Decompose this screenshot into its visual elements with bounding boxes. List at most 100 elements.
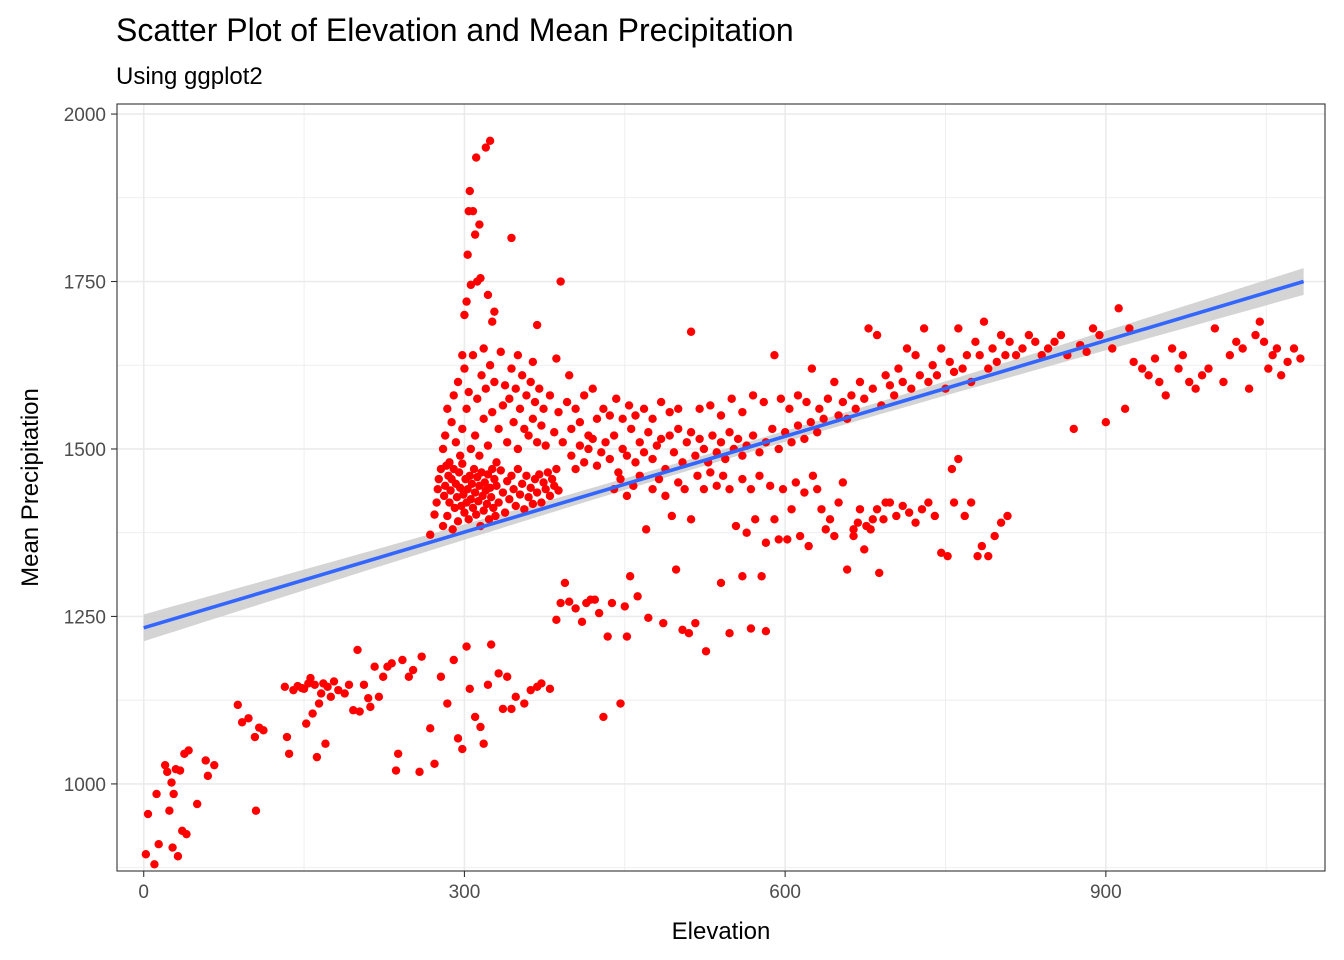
scatter-point — [462, 297, 471, 306]
scatter-point — [716, 438, 726, 447]
scatter-point — [251, 806, 261, 815]
scatter-point — [306, 673, 315, 683]
scatter-point — [458, 744, 467, 754]
scatter-point — [481, 143, 491, 152]
scatter-point — [443, 699, 452, 708]
scatter-point — [601, 438, 610, 447]
scatter-point — [452, 493, 462, 502]
scatter-point — [949, 367, 959, 377]
scatter-point — [996, 330, 1006, 340]
scatter-point — [455, 483, 465, 493]
scatter-point — [1003, 511, 1012, 521]
scatter-point — [830, 531, 839, 541]
scatter-point — [806, 417, 815, 427]
scatter-point — [528, 414, 538, 424]
scatter-point — [1082, 347, 1091, 357]
scatter-point — [665, 407, 674, 417]
scatter-point — [440, 431, 450, 440]
scatter-point — [1043, 344, 1053, 353]
scatter-point — [507, 704, 516, 714]
scatter-point — [1125, 324, 1134, 333]
scatter-point — [731, 521, 741, 531]
scatter-point — [517, 371, 527, 380]
scatter-point — [618, 414, 627, 424]
scatter-point — [648, 484, 657, 494]
scatter-point — [539, 478, 548, 487]
scatter-point — [477, 371, 486, 380]
scatter-point — [475, 451, 484, 460]
scatter-point — [545, 391, 555, 400]
scatter-point — [686, 327, 696, 336]
scatter-point — [656, 397, 666, 407]
scatter-point — [1088, 324, 1098, 333]
scatter-point — [1276, 371, 1286, 380]
scatter-point — [622, 491, 632, 501]
scatter-point — [834, 498, 843, 507]
scatter-point — [590, 595, 600, 604]
scatter-point — [314, 699, 324, 708]
scatter-point — [738, 474, 747, 484]
scatter-point — [565, 371, 574, 380]
scatter-point — [695, 434, 704, 444]
scatter-point — [524, 431, 533, 440]
scatter-point — [592, 461, 602, 470]
scatter-point — [727, 394, 736, 403]
scatter-point — [526, 685, 535, 695]
scatter-point — [930, 511, 940, 521]
scatter-point — [855, 377, 865, 387]
scatter-point — [513, 464, 523, 474]
scatter-point — [489, 503, 498, 513]
scatter-point — [962, 351, 972, 360]
scatter-point — [387, 659, 396, 668]
scatter-point — [1264, 364, 1273, 373]
scatter-point — [868, 384, 877, 393]
scatter-point — [505, 495, 514, 504]
scatter-point — [579, 391, 589, 400]
scatter-point — [1161, 391, 1170, 400]
scatter-point — [436, 672, 446, 681]
scatter-point — [326, 692, 336, 702]
chart-subtitle: Using ggplot2 — [116, 63, 263, 90]
scatter-point — [644, 613, 653, 622]
scatter-point — [543, 468, 553, 477]
scatter-point — [783, 535, 792, 544]
scatter-point — [430, 759, 439, 769]
scatter-point — [1011, 351, 1021, 360]
scatter-point — [528, 357, 538, 367]
scatter-point — [802, 397, 811, 407]
scatter-point — [791, 478, 801, 487]
scatter-point — [800, 434, 809, 444]
scatter-point — [571, 464, 580, 474]
scatter-point — [851, 404, 860, 413]
scatter-point — [1197, 371, 1207, 380]
scatter-point — [641, 525, 651, 534]
scatter-point — [725, 484, 734, 494]
scatter-point — [308, 709, 317, 718]
scatter-point — [755, 448, 764, 457]
scatter-point — [1005, 337, 1014, 346]
scatter-point — [507, 233, 516, 243]
scatter-point — [849, 525, 858, 534]
scatter-point — [849, 531, 858, 541]
x-tick-label: 900 — [1090, 882, 1122, 903]
scatter-point — [652, 441, 662, 450]
scatter-point — [603, 632, 612, 641]
scatter-point — [507, 471, 516, 480]
scatter-point — [768, 424, 777, 434]
scatter-point — [627, 424, 636, 434]
scatter-point — [565, 597, 574, 606]
scatter-point — [355, 707, 364, 716]
scatter-point — [674, 424, 683, 434]
scatter-point — [1283, 357, 1292, 367]
scatter-point — [415, 767, 424, 777]
scatter-point — [210, 760, 219, 770]
scatter-point — [695, 404, 704, 413]
scatter-point — [498, 488, 508, 497]
scatter-point — [485, 483, 495, 493]
scatter-point — [556, 598, 565, 608]
scatter-point — [765, 481, 775, 491]
y-tick-label: 1000 — [64, 775, 106, 796]
scatter-point — [1204, 364, 1213, 373]
